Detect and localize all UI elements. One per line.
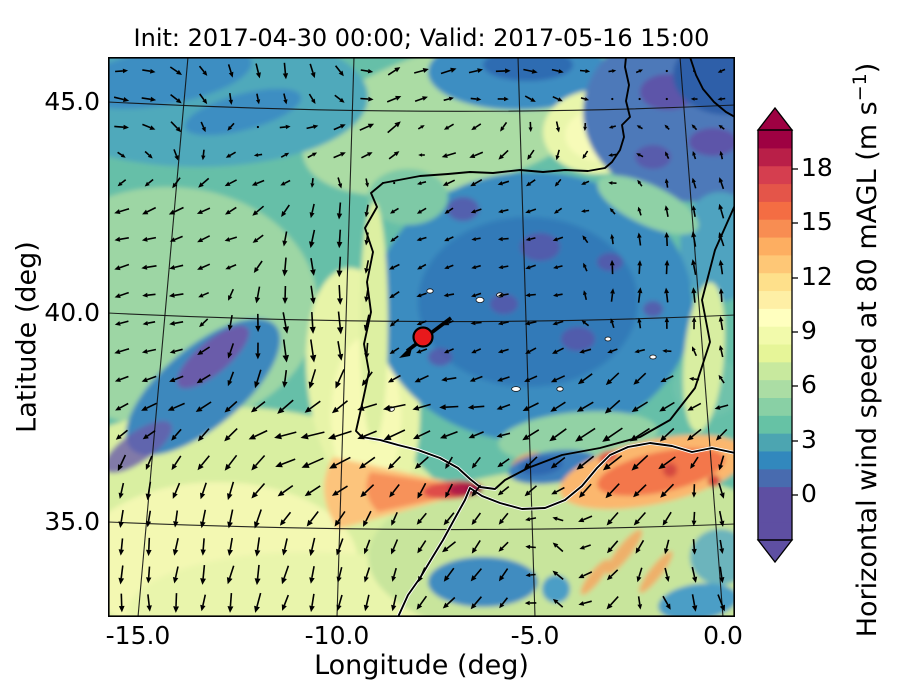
coast-gulf-of-lion — [689, 57, 735, 118]
cbar-tick-15: 15 — [801, 207, 833, 236]
colorbar — [756, 106, 798, 564]
graticule-gridlines — [108, 57, 735, 617]
y-tick-45: 45.0 — [44, 87, 100, 116]
cbar-tick-12: 12 — [801, 262, 833, 291]
y-tick-35: 35.0 — [44, 507, 100, 536]
y-axis-label: Latitude (deg) — [11, 241, 43, 433]
x-tick--15: -15.0 — [105, 621, 171, 650]
colorbar-extend-under-arrow — [756, 539, 794, 564]
x-tick-0: 0.0 — [703, 621, 743, 650]
coast-iberia-north-france — [382, 57, 631, 184]
wind-vector-arrows — [113, 62, 729, 613]
colorbar-bands — [758, 130, 792, 541]
y-tick-40: 40.0 — [44, 298, 100, 327]
x-tick--10: -10.0 — [304, 621, 370, 650]
cbar-tick-3: 3 — [801, 425, 817, 454]
colorbar-outline — [757, 129, 793, 541]
gridline-lon-0 — [679, 57, 724, 617]
plot-title: Init: 2017-04-30 00:00; Valid: 2017-05-1… — [133, 24, 710, 52]
site-marker-group — [399, 316, 453, 358]
map-plot-area — [108, 57, 735, 617]
plot-frame — [108, 57, 735, 617]
colorbar-label: Horizontal wind speed at 80 mAGL (m s−1) — [849, 62, 883, 638]
gridline-lon--5 — [517, 57, 536, 617]
coast-north-africa — [397, 442, 735, 617]
gridline-lat-45 — [108, 101, 735, 112]
site-marker — [412, 326, 434, 348]
site-arrow-head — [399, 344, 413, 358]
gridline-lon--15 — [137, 57, 189, 617]
colorbar-ticks — [792, 168, 798, 496]
gridline-lat-40 — [108, 312, 735, 323]
coastlines — [355, 57, 735, 617]
cbar-tick-9: 9 — [801, 316, 817, 345]
cbar-tick-6: 6 — [801, 370, 817, 399]
cbar-tick-0: 0 — [801, 479, 817, 508]
x-axis-label: Longitude (deg) — [314, 650, 529, 681]
colorbar-extend-over-arrow — [756, 106, 794, 131]
gridline-lon--10 — [336, 57, 355, 617]
coast-iberia-west-south-east — [355, 182, 735, 490]
cbar-tick-18: 18 — [801, 153, 833, 182]
lakes — [387, 288, 657, 412]
x-tick--5: -5.0 — [510, 621, 560, 650]
